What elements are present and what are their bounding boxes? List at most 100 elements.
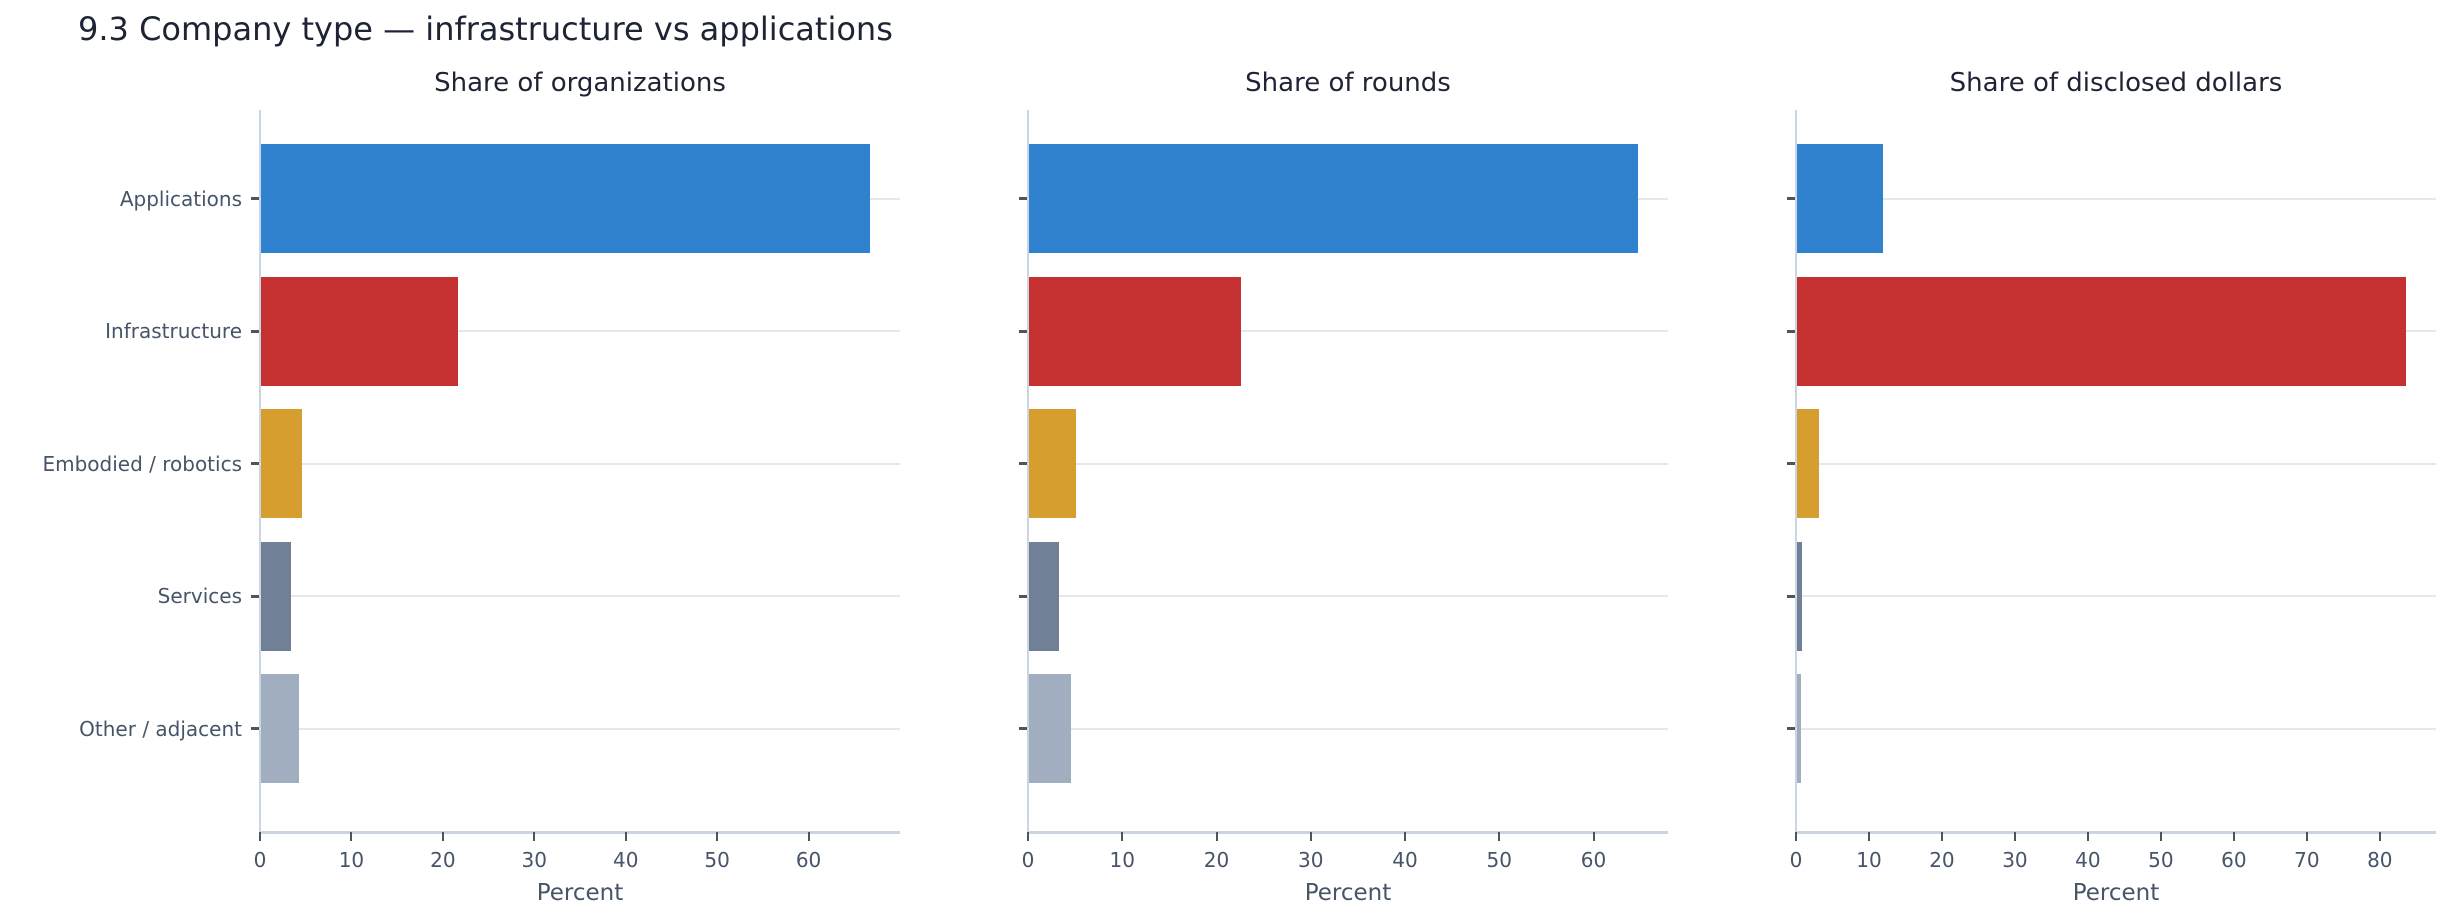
x-tick-label: 60: [2221, 848, 2247, 872]
chart-panel-1: Share of organizations Applications Infras…: [42, 0, 900, 924]
x-tick-label: 60: [1580, 848, 1607, 872]
x-axis-line: [260, 831, 900, 834]
bar-services: [1029, 541, 1060, 651]
x-tick: [1592, 832, 1595, 841]
chart-panel-2: Share of rounds 0 10 20 30 40 50 60 Percent: [1019, 0, 1668, 924]
bar-embodied-robotics: [1029, 409, 1077, 518]
x-tick: [716, 832, 719, 841]
x-tick: [533, 832, 536, 841]
x-tick: [1215, 832, 1218, 841]
x-axis-label: Percent: [2072, 880, 2160, 906]
chart-panel-3: Share of disclosed dollars 0 10 20 30 40 50 60 7…: [1787, 0, 2436, 924]
x-tick: [1795, 832, 1797, 841]
panel-title: Share of rounds: [1245, 68, 1451, 98]
x-tick: [2159, 832, 2162, 841]
x-tick-label: 40: [2075, 848, 2101, 872]
y-tick: [1787, 594, 1795, 598]
gridline: [1796, 462, 2436, 465]
x-tick-label: 30: [2002, 848, 2028, 872]
plot-area: 0 10 20 30 40 50 60 Percent: [1019, 110, 1668, 906]
x-tick-label: 20: [1929, 848, 1955, 872]
bar-embodied-robotics: [261, 409, 303, 518]
plot-area: 0 10 20 30 40 50 60 70 80 Percent: [1787, 110, 2436, 906]
y-tick: [1787, 197, 1795, 200]
x-tick-label: 40: [612, 848, 639, 872]
x-tick: [624, 832, 627, 841]
x-tick-label: 20: [1203, 848, 1230, 872]
panel-title: Share of disclosed dollars: [1949, 68, 2283, 98]
x-tick-label: 60: [795, 848, 822, 872]
chart-title: 9.3 Company type — infrastructure vs app…: [78, 10, 893, 48]
y-tick: [1019, 462, 1027, 465]
x-tick: [1027, 832, 1029, 841]
gridline: [260, 727, 900, 730]
y-tick: [1019, 594, 1027, 598]
y-tick-label: Services: [157, 584, 242, 608]
bar-other-adjacent: [1029, 674, 1072, 783]
bar-applications: [1029, 144, 1638, 253]
x-tick-label: 0: [1021, 848, 1035, 872]
y-axis-line: [1795, 110, 1797, 832]
y-tick: [1787, 727, 1795, 730]
x-tick-label: 50: [704, 848, 730, 872]
x-tick-label: 20: [430, 848, 456, 872]
gridline: [1028, 330, 1668, 332]
x-tick: [1121, 832, 1124, 841]
x-tick-label: 70: [2294, 848, 2320, 872]
y-axis-line: [1027, 110, 1029, 832]
y-tick-label: Embodied / robotics: [42, 451, 242, 476]
y-tick: [1019, 197, 1027, 200]
bar-other-adjacent: [1797, 674, 1801, 783]
y-tick-label: Other / adjacent: [79, 716, 242, 741]
x-tick-label: 10: [338, 848, 365, 872]
x-axis-line: [1028, 831, 1668, 834]
bar-services: [1797, 541, 1803, 651]
x-tick-label: 10: [1856, 848, 1882, 872]
x-tick-label: 30: [1298, 848, 1324, 872]
bar-infrastructure: [1797, 276, 2406, 386]
x-tick: [1498, 832, 1501, 841]
x-tick: [1404, 832, 1407, 841]
x-tick-label: 0: [1789, 848, 1803, 872]
plot-area: Applications Infrastructure Embodied / rob…: [42, 110, 900, 906]
gridline: [1028, 595, 1668, 597]
gridline: [260, 330, 900, 332]
x-tick-label: 0: [253, 848, 267, 872]
bar-infrastructure: [261, 276, 459, 386]
y-tick: [1019, 727, 1027, 730]
x-tick: [2305, 832, 2308, 841]
x-tick: [807, 832, 810, 841]
gridline: [1028, 727, 1668, 730]
y-tick: [1787, 462, 1795, 465]
bar-other-adjacent: [261, 674, 300, 783]
y-axis-line: [259, 110, 261, 832]
x-tick: [441, 832, 444, 841]
y-tick-label: Infrastructure: [105, 319, 242, 343]
x-tick: [2378, 832, 2381, 841]
x-tick: [1940, 832, 1943, 841]
gridline: [1796, 727, 2436, 730]
y-tick-label: Applications: [119, 186, 242, 211]
x-tick-label: 50: [1486, 848, 1513, 872]
x-tick: [1309, 832, 1312, 841]
gridline: [1796, 197, 2436, 200]
x-tick-label: 30: [521, 848, 548, 872]
bar-applications: [261, 144, 870, 253]
x-tick: [350, 832, 353, 841]
x-tick-label: 10: [1109, 848, 1135, 872]
panel-title: Share of organizations: [434, 68, 726, 98]
x-tick: [1867, 832, 1870, 841]
y-tick: [1787, 329, 1795, 333]
gridline: [1796, 595, 2436, 597]
y-tick: [251, 462, 259, 465]
x-tick: [259, 832, 261, 841]
x-tick-label: 50: [2148, 848, 2174, 872]
bar-services: [261, 541, 292, 651]
y-tick: [251, 594, 259, 598]
y-tick: [251, 329, 259, 333]
x-tick: [2232, 832, 2235, 841]
y-tick: [1019, 329, 1027, 333]
bar-infrastructure: [1029, 276, 1242, 386]
x-axis-line: [1796, 831, 2436, 834]
x-tick-label: 40: [1392, 848, 1418, 872]
